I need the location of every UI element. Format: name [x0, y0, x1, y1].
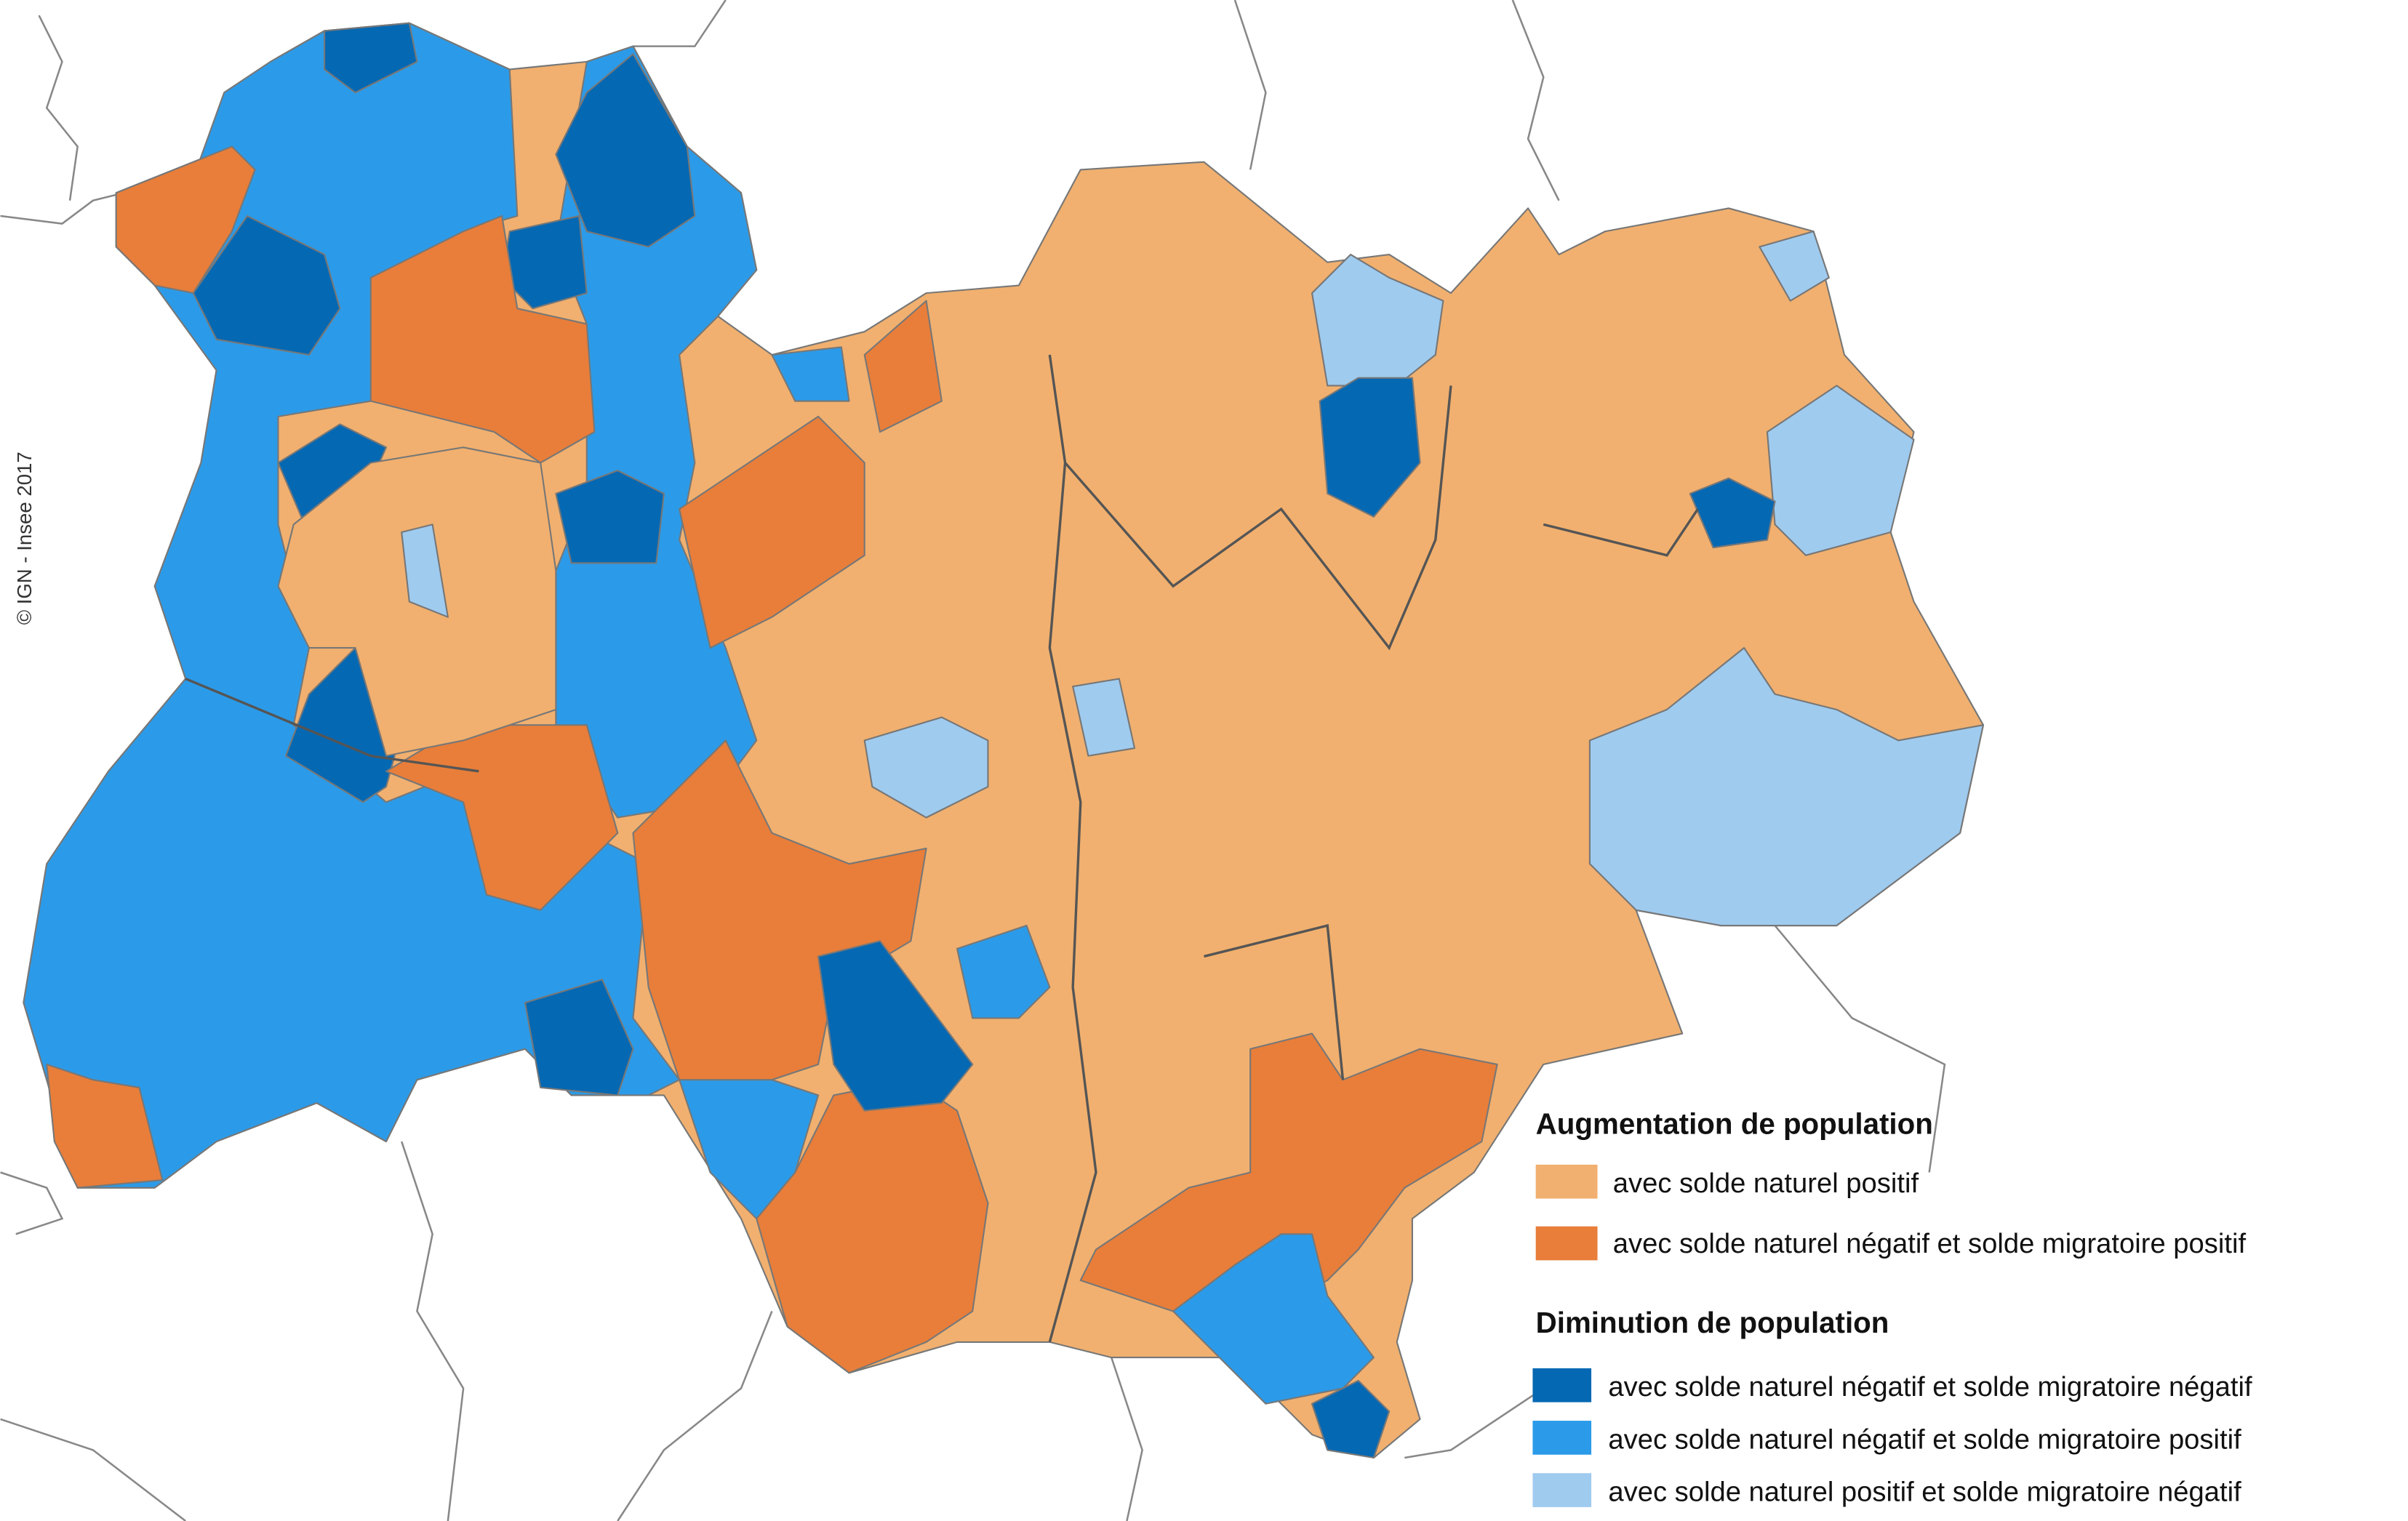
region [1172, 1233, 1375, 1405]
legend-title: Diminution de population [1536, 1307, 1889, 1339]
region [1689, 477, 1776, 549]
legend-swatch [1532, 1368, 1592, 1402]
region [679, 1079, 820, 1220]
region [115, 145, 256, 294]
region [956, 924, 1051, 1019]
neighbor-borders [0, 0, 1946, 1521]
credit: © IGN - Insee 2017 [13, 452, 36, 625]
region [1766, 385, 1915, 556]
region [817, 940, 974, 1112]
legend-swatch [1532, 1473, 1592, 1507]
region [555, 470, 665, 564]
legend-label: avec solde naturel négatif et solde migr… [1608, 1424, 2241, 1455]
region [1311, 254, 1444, 387]
legend-label: avec solde naturel négatif et solde migr… [1613, 1228, 2247, 1259]
region [1319, 377, 1421, 518]
region [771, 346, 850, 402]
region [679, 415, 865, 649]
region [524, 979, 634, 1096]
regions [23, 22, 1985, 1459]
legend-title: Augmentation de population [1536, 1107, 1933, 1140]
region [369, 214, 596, 464]
region [401, 523, 449, 618]
legend-label: avec solde naturel négatif et solde migr… [1608, 1371, 2252, 1402]
region [1072, 678, 1136, 757]
region [192, 214, 341, 356]
region [1079, 1032, 1498, 1328]
region [555, 53, 696, 248]
region [1588, 647, 1985, 927]
department-borders [185, 354, 1699, 1343]
legend-swatch [1535, 1164, 1598, 1199]
region [1759, 230, 1830, 302]
region [324, 22, 418, 94]
region [863, 716, 989, 819]
region [46, 1063, 164, 1189]
legend-label: avec solde naturel positif et solde migr… [1608, 1476, 2241, 1507]
legend: Augmentation de population avec solde na… [1532, 1107, 2252, 1507]
legend-label: avec solde naturel positif [1613, 1168, 1919, 1199]
region [863, 300, 943, 433]
region [1311, 1379, 1391, 1459]
legend-swatch [1532, 1421, 1592, 1455]
legend-swatch [1535, 1226, 1598, 1261]
